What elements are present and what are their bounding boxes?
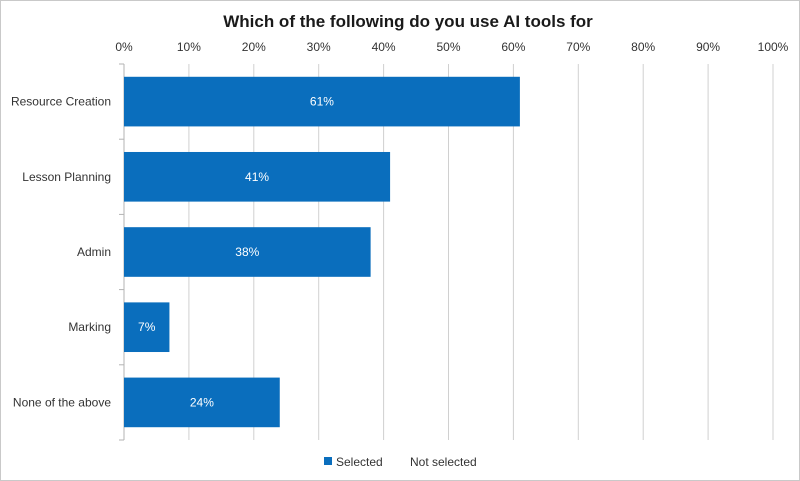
x-tick-label: 80% [631, 40, 655, 54]
gridlines [119, 63, 774, 441]
bar-selected [124, 302, 170, 353]
data-label: 61% [310, 95, 334, 109]
category-label: Lesson Planning [22, 170, 111, 184]
data-label: 38% [235, 245, 259, 259]
x-tick-label: 60% [501, 40, 525, 54]
chart-title: Which of the following do you use AI too… [223, 12, 593, 31]
x-tick-label: 20% [242, 40, 266, 54]
category-label: Resource Creation [11, 95, 111, 109]
legend-label-not-selected: Not selected [410, 455, 477, 469]
legend-swatch-selected [324, 457, 332, 465]
bar-selected [124, 227, 371, 277]
x-tick-label: 100% [758, 40, 789, 54]
bar-selected [124, 76, 520, 127]
x-tick-label: 40% [372, 40, 396, 54]
category-label: Admin [77, 245, 111, 259]
data-label: 41% [245, 170, 269, 184]
category-label: Marking [68, 320, 111, 334]
category-labels: Resource Creation Lesson Planning Admin Mar… [11, 95, 111, 410]
x-tick-label: 90% [696, 40, 720, 54]
bars: 61% 41% 38% 7% 24% [124, 76, 520, 428]
x-tick-label: 50% [436, 40, 460, 54]
x-tick-label: 0% [115, 40, 133, 54]
legend: Selected Not selected [324, 455, 477, 469]
category-label: None of the above [13, 395, 111, 409]
data-label: 24% [190, 395, 214, 409]
bar-selected [124, 377, 280, 428]
x-tick-label: 10% [177, 40, 201, 54]
x-tick-label: 70% [566, 40, 590, 54]
legend-swatch-not-selected [397, 457, 405, 465]
bar-selected [124, 151, 391, 202]
x-tick-labels: 0% 10% 20% 30% 40% 50% 60% 70% 80% 90% 100% [115, 40, 788, 54]
x-tick-label: 30% [307, 40, 331, 54]
data-label: 7% [138, 320, 156, 334]
legend-label-selected: Selected [336, 455, 383, 469]
